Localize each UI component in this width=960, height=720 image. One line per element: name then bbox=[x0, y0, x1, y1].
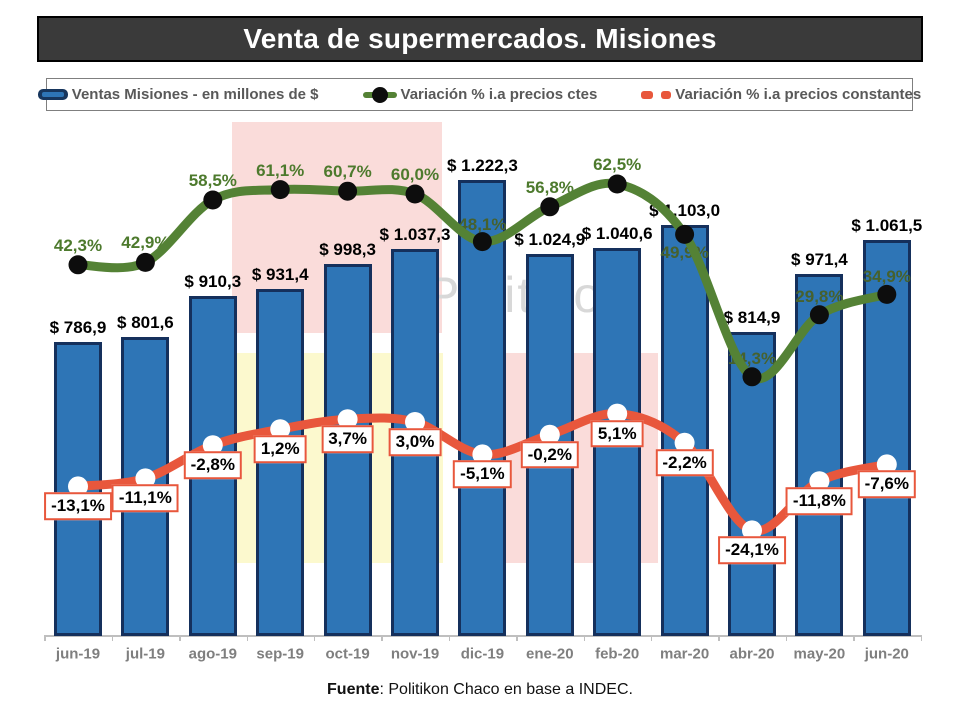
green-pct-label: 34,9% bbox=[862, 267, 911, 287]
bar-value-label: $ 931,4 bbox=[251, 264, 309, 284]
x-axis-tick bbox=[44, 635, 46, 641]
green-point bbox=[68, 255, 88, 275]
x-axis-label: mar-20 bbox=[659, 645, 710, 663]
bar bbox=[862, 239, 911, 636]
green-pct-label: 56,8% bbox=[525, 177, 574, 197]
green-pct-label: 29,8% bbox=[795, 286, 844, 306]
red-pct-label: -11,1% bbox=[111, 484, 179, 513]
green-pct-label: 49,9% bbox=[660, 243, 709, 263]
legend-label-precios-constantes: Variación % i.a precios constantes bbox=[675, 86, 922, 103]
green-pct-label: 42,3% bbox=[53, 235, 103, 255]
red-pct-label: -11,8% bbox=[785, 487, 853, 515]
green-point bbox=[607, 174, 627, 194]
green-pct-label: 61,1% bbox=[256, 160, 305, 180]
bar-series-icon bbox=[37, 89, 68, 100]
source-note: Fuente: Politikon Chaco en base a INDEC. bbox=[0, 681, 960, 699]
x-axis-tick bbox=[448, 635, 451, 641]
red-pct-label: 5,1% bbox=[590, 419, 644, 448]
x-axis-label: nov-19 bbox=[390, 645, 440, 663]
bar-value-label: $ 1.222,3 bbox=[446, 156, 518, 175]
green-pct-label: 42,9% bbox=[121, 233, 170, 253]
green-pct-label: 60,0% bbox=[390, 165, 440, 184]
bar bbox=[54, 342, 102, 636]
x-axis-tick bbox=[650, 635, 653, 641]
green-point bbox=[203, 190, 223, 210]
x-axis-tick bbox=[785, 635, 788, 641]
bar bbox=[458, 180, 507, 636]
x-axis-tick bbox=[381, 635, 383, 641]
bar-value-label: $ 1.037,3 bbox=[379, 225, 451, 245]
bar-value-label: $ 1.024,9 bbox=[514, 229, 586, 249]
page-title: Venta de supermercados. Misiones bbox=[37, 16, 923, 62]
red-dash-marker-icon bbox=[641, 90, 672, 99]
red-pct-label: 3,7% bbox=[321, 425, 374, 453]
green-pct-label: 58,5% bbox=[188, 171, 237, 190]
x-axis-label: jul-19 bbox=[125, 645, 165, 663]
bar-value-label: $ 801,6 bbox=[117, 312, 174, 332]
red-pct-label: -2,2% bbox=[655, 449, 714, 477]
green-pct-label: 60,7% bbox=[323, 162, 372, 182]
legend-label-ventas: Ventas Misiones - en millones de $ bbox=[71, 86, 319, 103]
bar-value-label: $ 814,9 bbox=[723, 307, 781, 327]
green-line-marker-icon bbox=[362, 86, 397, 103]
bar-value-label: $ 998,3 bbox=[319, 239, 376, 259]
red-pct-label: -24,1% bbox=[718, 536, 786, 565]
bar-value-label: $ 971,4 bbox=[791, 249, 848, 269]
red-pct-label: 3,0% bbox=[388, 428, 442, 456]
legend-item-precios-constantes: Variación % i.a precios constantes bbox=[641, 86, 921, 103]
green-pct-label: 62,5% bbox=[593, 155, 642, 174]
x-axis-label: jun-20 bbox=[864, 645, 909, 663]
x-axis-label: may-20 bbox=[793, 645, 846, 663]
bar-value-label: $ 1.061,5 bbox=[851, 215, 923, 235]
red-pct-label: -7,6% bbox=[857, 470, 917, 499]
green-point bbox=[540, 197, 560, 217]
x-axis-tick bbox=[718, 635, 720, 641]
x-axis-tick bbox=[853, 635, 855, 641]
x-axis-label: ene-20 bbox=[526, 645, 574, 663]
legend-item-ventas: Ventas Misiones - en millones de $ bbox=[37, 86, 319, 103]
legend: Ventas Misiones - en millones de $ Varia… bbox=[37, 78, 921, 111]
bar bbox=[660, 224, 709, 636]
legend-item-precios-ctes: Variación % i.a precios ctes bbox=[362, 86, 598, 103]
green-point bbox=[135, 252, 155, 272]
x-axis-tick bbox=[516, 635, 518, 641]
bar-value-label: $ 910,3 bbox=[184, 272, 242, 292]
x-axis-tick bbox=[246, 635, 248, 641]
x-axis-tick bbox=[313, 635, 316, 641]
legend-label-precios-ctes: Variación % i.a precios ctes bbox=[400, 86, 598, 103]
bar bbox=[728, 331, 776, 636]
x-axis-label: jun-19 bbox=[55, 645, 101, 663]
x-axis-tick bbox=[920, 635, 922, 641]
green-pct-label: 14,3% bbox=[727, 348, 777, 368]
x-axis-label: ago-19 bbox=[188, 645, 237, 663]
x-axis-label: dic-19 bbox=[460, 645, 505, 663]
red-pct-label: 1,2% bbox=[253, 435, 307, 463]
x-axis-label: feb-20 bbox=[595, 645, 640, 663]
x-axis-label: oct-19 bbox=[325, 645, 370, 663]
x-axis-label: abr-20 bbox=[729, 645, 775, 663]
x-axis-tick bbox=[111, 635, 114, 641]
x-axis-tick bbox=[583, 635, 585, 641]
red-pct-label: -2,8% bbox=[183, 451, 243, 479]
source-text: : Politikon Chaco en base a INDEC. bbox=[379, 681, 633, 698]
bar-value-label: $ 786,9 bbox=[49, 318, 107, 338]
green-pct-label: 48,1% bbox=[458, 214, 507, 234]
red-pct-label: -5,1% bbox=[453, 460, 512, 489]
bar bbox=[795, 273, 844, 636]
source-label: Fuente bbox=[327, 681, 380, 698]
x-axis-label: sep-19 bbox=[256, 645, 304, 663]
bar-value-label: $ 1.040,6 bbox=[581, 223, 653, 243]
red-pct-label: -0,2% bbox=[520, 441, 580, 469]
x-axis-tick bbox=[179, 635, 181, 641]
red-pct-label: -13,1% bbox=[44, 492, 112, 521]
bar-value-label: $ 1.103,0 bbox=[649, 200, 721, 220]
